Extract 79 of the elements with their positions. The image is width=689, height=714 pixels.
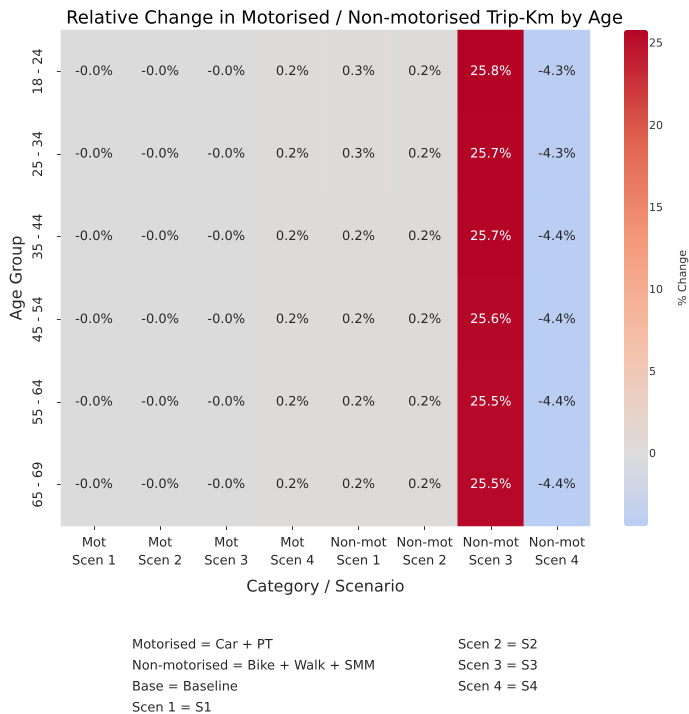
data-label: -4.3% [538,64,576,79]
data-label: -0.0% [75,312,113,327]
data-label: 0.2% [408,477,442,492]
color-bar-label: 5 [649,365,656,378]
data-label: -4.4% [538,477,576,492]
data-label: 0.2% [276,312,309,327]
data-label: 25.8% [470,64,512,79]
data-label: 0.3% [342,146,376,162]
data-label: -0.0% [207,64,246,79]
text: Scen 4 = S4 [458,680,538,694]
data-label: 0.2% [342,394,376,410]
data-label: 0.2% [342,312,376,327]
text: Non-motorised = Bike + Walk + SMM [132,658,376,674]
data-label: -4.4% [538,394,576,410]
data-label: -0.0% [141,229,179,244]
data-label: 0.2% [342,229,376,244]
x-tick-label: Non-mot Scen 3 [462,536,519,568]
text: Scen 3 = S3 [458,658,538,674]
text: Motorised = Car + PT [132,638,273,652]
data-label: 0.2% [408,394,442,410]
color-bar-label: 15 [649,200,663,214]
color-bar-label: 10 [649,282,663,296]
data-label: 25.7% [470,146,512,162]
color-bar-label: 20 [649,118,663,132]
data-label: -0.0% [207,229,246,244]
y-tick-label: 65 - 69 [30,462,46,508]
data-label: -0.0% [141,477,179,492]
data-label: 0.2% [408,64,442,79]
x-tick-label: Mot Scen 4 [270,536,314,568]
x-tick-label: Mot Scen 3 [204,536,248,568]
y-tick-label: 55 - 64 [30,378,46,426]
data-label: -0.0% [141,394,179,410]
x-tick-label: Non-mot Scen 4 [528,536,586,568]
data-label: 0.2% [276,394,309,410]
color-bar-title: % Change [676,250,689,306]
data-label: -4.4% [538,312,576,327]
data-label: -0.0% [207,394,246,410]
data-label: 0.3% [342,64,376,79]
x-axis-title: Category / Scenario [246,576,405,596]
text: Scen 1 = S1 [132,700,212,714]
data-label: 25.6% [470,312,512,327]
data-label: -0.0% [141,64,179,79]
data-label: 25.5% [470,394,512,410]
data-label: -0.0% [75,146,113,162]
data-label: 0.2% [276,64,309,79]
data-label: 0.2% [276,477,309,492]
data-label: -0.0% [75,394,113,410]
data-label: -0.0% [207,477,246,492]
data-label: 0.2% [342,477,376,492]
x-tick-label: Mot Scen 1 [72,536,116,568]
color-bar-label: 25 [649,36,663,50]
y-tick-label: 25 - 34 [30,130,46,178]
data-label: 0.2% [408,312,442,327]
x-tick-label: Non-mot Scen 2 [396,536,453,568]
data-label: -0.0% [75,477,113,492]
chart-title: Relative Change in Motorised / Non-motorised Trip-Km by Age [66,8,623,28]
data-label: 0.2% [276,146,309,162]
data-label: -0.0% [207,146,246,162]
y-axis-title: Age Group [6,236,26,320]
text: Base = Baseline [132,680,238,694]
x-tick-label: Non-mot Scen 1 [330,536,387,568]
data-label: 0.2% [408,146,442,162]
data-label: 25.5% [470,477,512,492]
data-label: 0.2% [276,229,309,244]
y-tick-label: 35 - 44 [30,214,46,260]
data-label: 0.2% [408,229,442,244]
text: Scen 2 = S2 [458,638,538,652]
data-label: -4.3% [538,146,576,162]
data-label: -4.4% [538,229,576,244]
data-label: -0.0% [141,146,179,162]
y-tick-label: 18 - 24 [30,48,46,94]
color-bar-label: 0 [649,447,656,460]
data-label: -0.0% [207,312,246,327]
data-label: -0.0% [141,312,179,327]
data-label: -0.0% [75,229,113,244]
data-label: 25.7% [470,229,512,244]
data-label: -0.0% [75,64,113,79]
y-tick-label: 45 - 54 [30,296,46,342]
x-tick-label: Mot Scen 2 [138,536,182,568]
